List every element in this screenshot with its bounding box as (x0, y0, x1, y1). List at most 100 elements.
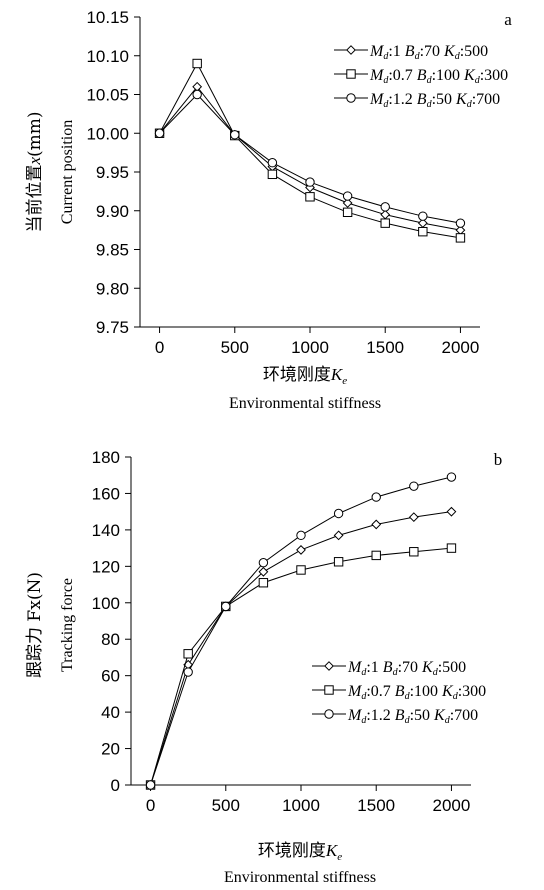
chart-a-y-tick-label: 10.15 (86, 8, 129, 27)
chart-b-y-tick-label: 80 (101, 630, 120, 649)
chart-b-x-tick-label: 0 (146, 796, 155, 815)
chart-a-y-axis-title-cn: 当前位置x(mm) (25, 111, 45, 232)
chart-b-y-tick-label: 0 (111, 776, 120, 795)
chart-a-point-diamond (342, 198, 353, 208)
chart-a-point-circle (305, 177, 315, 187)
chart-b-point-circle (371, 492, 381, 502)
chart-a-point-square (267, 169, 278, 180)
chart-a-svg: 9.75 9.80 9.85 9.90 9.95 10.00 10.05 10.10 10.15… (25, 8, 512, 412)
chart-a-point-circle (230, 130, 240, 140)
chart-b-x-axis-title-en: Environmental stiffness (224, 869, 376, 886)
chart-b-panel-letter: b (494, 450, 503, 469)
chart-a-x-axis-title-en: Environmental stiffness (229, 395, 381, 412)
chart-b-x-tick-label: 500 (212, 796, 240, 815)
chart-b-y-tick-label: 60 (101, 667, 120, 686)
chart-b-legend-entry: Md:0.7 Bd:100 Kd:300 (347, 683, 486, 702)
chart-b-legend: Md:1 Bd:70 Kd:500 Md:0.7 Bd:100 Kd:300 Md:… (312, 659, 486, 726)
chart-b-point-square (258, 578, 269, 588)
chart-b-point-square (333, 557, 344, 567)
chart-panel-b: 0 20 40 60 80 100 120 140 160 180 0 500 1000 1500 2000… (0, 440, 544, 890)
chart-panel-a: 9.75 9.80 9.85 9.90 9.95 10.00 10.05 10.10 10.15… (0, 0, 544, 440)
chart-b-y-tick-label: 160 (92, 484, 120, 503)
chart-a-point-square (305, 192, 315, 202)
chart-a-legend-entry: Md:1.2 Bd:50 Kd:700 (369, 91, 500, 110)
chart-b-legend-key-diamond (324, 661, 334, 671)
chart-b-x-tick-label: 1000 (282, 796, 320, 815)
chart-a-x-tick-label: 0 (155, 338, 164, 357)
chart-a-x-tick-label: 2000 (442, 338, 480, 357)
chart-b-point-circle (183, 667, 193, 677)
chart-b-point-circle (446, 472, 457, 482)
chart-a-x-tick-label: 1000 (291, 338, 329, 357)
chart-b-y-tick-label: 40 (101, 703, 120, 722)
chart-a-point-circle (418, 211, 428, 221)
chart-a-x-tick-label: 500 (221, 338, 249, 357)
chart-a-point-square (342, 207, 353, 218)
chart-a-y-tick-label: 9.90 (96, 202, 129, 221)
chart-a-x-axis-title-cn: 环境刚度Ke (263, 365, 347, 387)
chart-b-legend-key-square (324, 685, 334, 695)
chart-a-x-tick-label: 1500 (366, 338, 404, 357)
chart-a-y-tick-label: 10.00 (86, 124, 129, 143)
chart-b-point-circle (296, 530, 306, 541)
chart-a-point-square (455, 233, 466, 243)
chart-a-y-tick-label: 9.95 (96, 163, 129, 182)
chart-a-point-square (380, 218, 390, 228)
chart-b-y-axis-title-cn: 跟踪力 Fx(N) (25, 572, 45, 678)
chart-a-legend-entry: Md:0.7 Bd:100 Kd:300 (369, 67, 508, 86)
chart-a-y-tick-label: 9.80 (96, 279, 129, 298)
chart-b-y-tick-label: 140 (92, 521, 120, 540)
chart-a-point-square (418, 226, 428, 237)
chart-a-point-circle (455, 218, 466, 228)
chart-b-y-tick-label: 120 (92, 557, 120, 576)
chart-b-point-diamond (333, 530, 344, 541)
chart-b-y-axis-title-en: Tracking force (59, 578, 76, 672)
chart-a-series-line-circle (159, 93, 461, 224)
chart-a-y-tick-label: 10.05 (86, 86, 129, 105)
chart-b-point-circle (258, 557, 269, 568)
chart-a-series-line-square (159, 62, 461, 239)
chart-a-series-line-diamond (159, 85, 461, 231)
chart-a-legend-entry: Md:1 Bd:70 Kd:500 (369, 43, 488, 62)
chart-b-y-tick-label: 180 (92, 448, 120, 467)
chart-b-point-square (183, 649, 193, 659)
chart-a-point-circle (267, 158, 278, 168)
chart-b-series-line-circle (150, 476, 452, 786)
chart-a-point-diamond (305, 182, 315, 193)
chart-a-y-tick-label: 10.10 (86, 47, 129, 66)
chart-b-point-diamond (258, 566, 269, 577)
chart-a-point-square (192, 58, 202, 69)
chart-a-point-circle (342, 191, 353, 201)
chart-b-point-circle (221, 601, 231, 612)
chart-b-point-diamond (446, 506, 457, 517)
chart-b-point-square (371, 550, 381, 561)
chart-b-legend-entry: Md:1 Bd:70 Kd:500 (347, 659, 466, 678)
chart-a-panel-letter: a (504, 10, 512, 29)
chart-a-point-circle (192, 89, 202, 100)
chart-b-y-tick-label: 100 (92, 594, 120, 613)
chart-a-legend-key-square (346, 69, 356, 79)
chart-a-point-diamond (380, 209, 391, 220)
chart-a-y-tick-label: 9.75 (96, 318, 129, 337)
chart-b-point-circle (333, 508, 344, 519)
chart-b-y-tick-label: 20 (101, 740, 120, 759)
chart-b-point-square (446, 543, 457, 553)
chart-b-point-diamond (296, 545, 306, 555)
chart-b-legend-entry: Md:1.2 Bd:50 Kd:700 (347, 707, 478, 726)
chart-a-y-tick-label: 9.85 (96, 241, 129, 260)
chart-b-point-square (409, 547, 419, 557)
chart-b-point-diamond (371, 519, 382, 530)
chart-a-point-circle (154, 128, 165, 138)
chart-a-y-axis-title-en: Current position (59, 120, 76, 224)
chart-b-point-circle (145, 780, 156, 790)
chart-b-point-diamond (408, 512, 419, 523)
chart-a-point-circle (380, 202, 390, 212)
chart-b-x-tick-label: 2000 (433, 796, 471, 815)
chart-b-point-circle (409, 481, 419, 491)
chart-b-point-square (296, 565, 306, 575)
chart-a-legend: Md:1 Bd:70 Kd:500 Md:0.7 Bd:100 Kd:300 Md:… (334, 43, 508, 110)
chart-b-legend-key-circle (324, 709, 334, 719)
chart-a-legend-key-diamond (346, 45, 356, 55)
chart-b-svg: 0 20 40 60 80 100 120 140 160 180 0 500 1000 1500 2000… (25, 448, 503, 886)
chart-a-legend-key-circle (346, 93, 356, 103)
